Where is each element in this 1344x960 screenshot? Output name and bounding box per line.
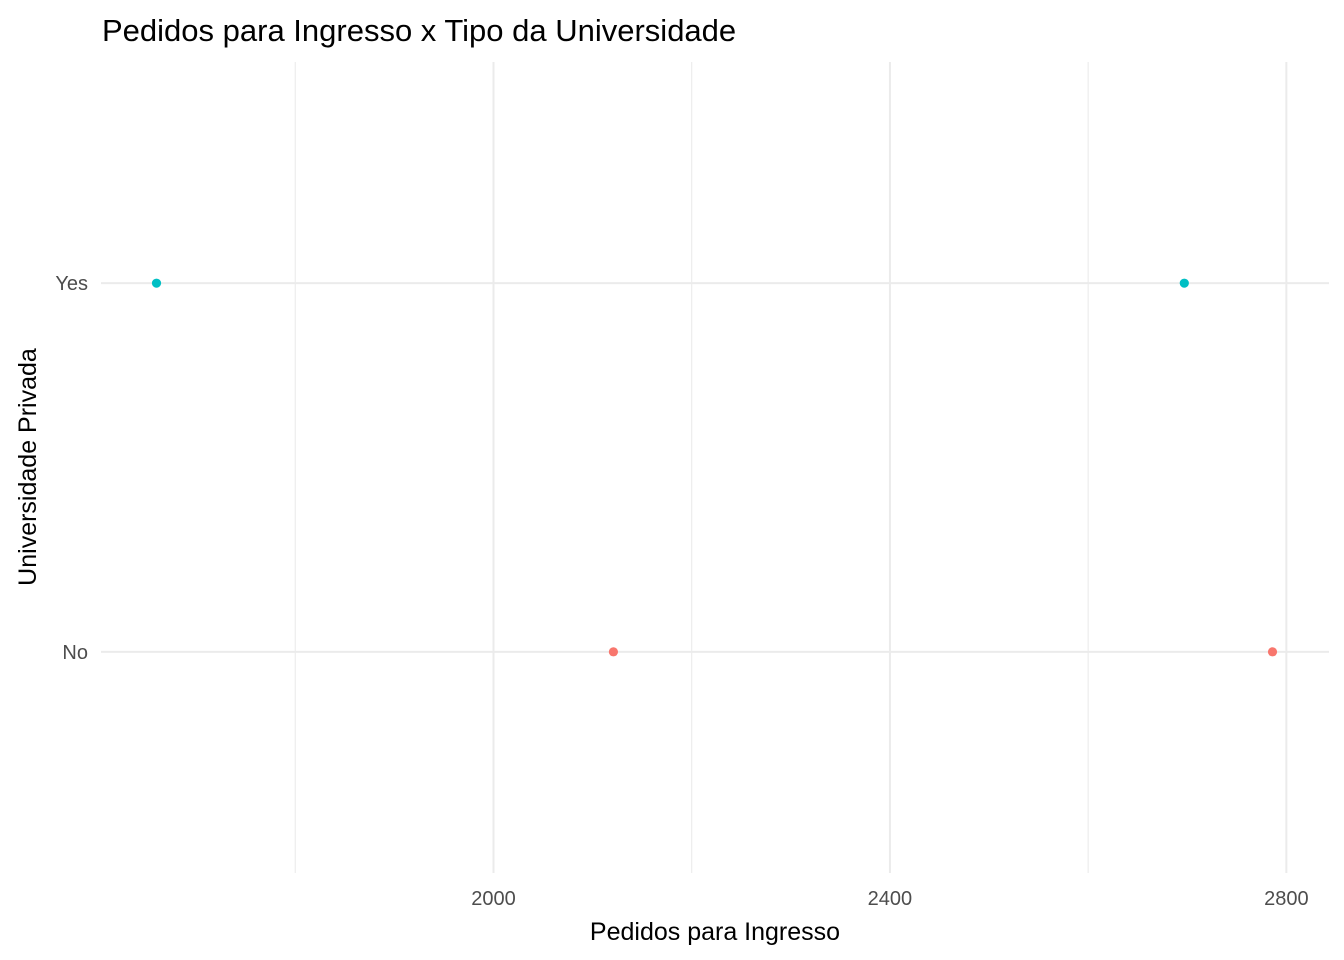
data-points: [151, 278, 1278, 657]
y-tick-label: No: [62, 642, 88, 664]
x-tick-label: 2800: [1264, 888, 1309, 910]
x-tick-label: 2000: [471, 888, 516, 910]
chart-title: Pedidos para Ingresso x Tipo da Universi…: [102, 13, 736, 48]
data-point: [608, 647, 619, 657]
data-point: [1179, 278, 1189, 288]
x-axis-title: Pedidos para Ingresso: [590, 918, 840, 946]
x-tick-labels: 2000 2400 2800: [471, 888, 1308, 910]
y-tick-labels: No Yes: [55, 273, 88, 664]
grid-lines: [101, 62, 1329, 873]
y-tick-label: Yes: [55, 273, 88, 295]
data-point: [151, 278, 162, 288]
x-tick-label: 2400: [868, 888, 913, 910]
y-axis-title: Universidade Privada: [14, 348, 42, 586]
data-point: [1267, 647, 1278, 657]
